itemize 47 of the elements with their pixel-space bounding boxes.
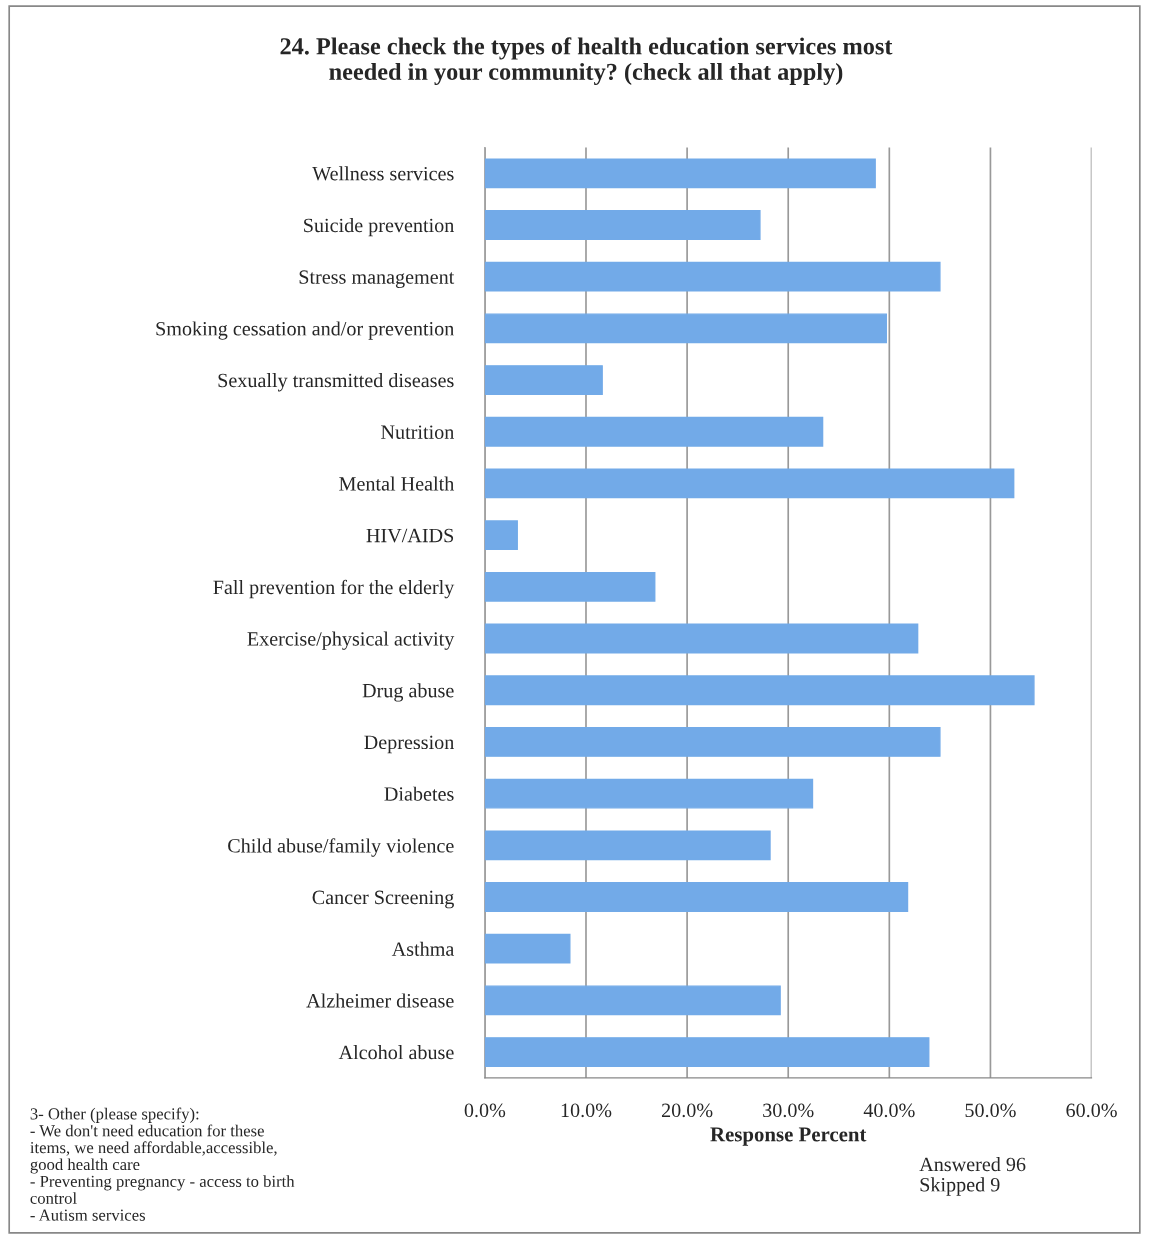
y-tick-label: Stress management (299, 270, 455, 288)
y-tick-label: Diabetes (384, 786, 454, 801)
y-tick-label: Fall prevention for the elderly (213, 579, 455, 599)
y-tick-label: Child abuse/family violence (228, 838, 454, 857)
bar (484, 933, 571, 964)
x-tick-label: 30.0% (763, 1103, 814, 1118)
y-tick-label: Cancer Screening (312, 890, 454, 909)
y-tick-label: Asthma (391, 941, 455, 956)
x-axis-title: Response Percent (710, 1127, 867, 1146)
y-tick-label: Wellness services (312, 166, 454, 181)
y-tick-label: Smoking cessation and/or prevention (156, 321, 455, 340)
x-tick-label: 50.0% (965, 1103, 1016, 1118)
bar (484, 985, 781, 1016)
x-tick-label: 20.0% (661, 1103, 713, 1118)
bar (484, 416, 824, 447)
text: Answered 96 Skipped 9 (919, 1157, 1026, 1196)
y-tick-label: Depression (364, 735, 455, 754)
y-tick-label: Alzheimer disease (306, 993, 454, 1008)
bar (484, 468, 1015, 499)
bar (484, 675, 1035, 706)
y-tick-label: Suicide prevention (304, 217, 455, 237)
bar (484, 158, 876, 189)
bar (484, 778, 814, 809)
y-tick-label: Nutrition (381, 425, 455, 439)
x-tick-label: 40.0% (863, 1103, 915, 1118)
bar (484, 830, 771, 861)
bar (484, 727, 941, 757)
y-tick-label: Exercise/physical activity (247, 631, 455, 650)
chart-title: 24. Please check the types of health education services most needed in your community? (check all that apply) (280, 37, 893, 86)
y-tick-label: Drug abuse (362, 683, 454, 702)
text: 3- Other (please specify): - We don't need education for these items, we need affordable,accessible, good health care - Preventing pregnancy - access to birth control - Autism services (30, 1107, 295, 1221)
x-tick-label: 0.0% (464, 1103, 506, 1118)
bar (484, 261, 941, 292)
bar (484, 210, 761, 240)
bar (484, 623, 919, 654)
y-tick-label: Mental Health (339, 476, 455, 491)
x-tick-label: 10.0% (561, 1103, 612, 1118)
x-tick-label: 60.0% (1066, 1103, 1117, 1118)
bar (484, 520, 518, 551)
y-tick-label: Sexually transmitted diseases (218, 373, 454, 392)
bar (484, 365, 603, 395)
y-tick-label: Alcohol abuse (338, 1045, 454, 1060)
bar (484, 882, 909, 912)
bar (484, 1037, 930, 1067)
y-tick-label: HIV/AIDS (366, 528, 454, 543)
bar (484, 313, 887, 344)
bar (484, 571, 656, 602)
